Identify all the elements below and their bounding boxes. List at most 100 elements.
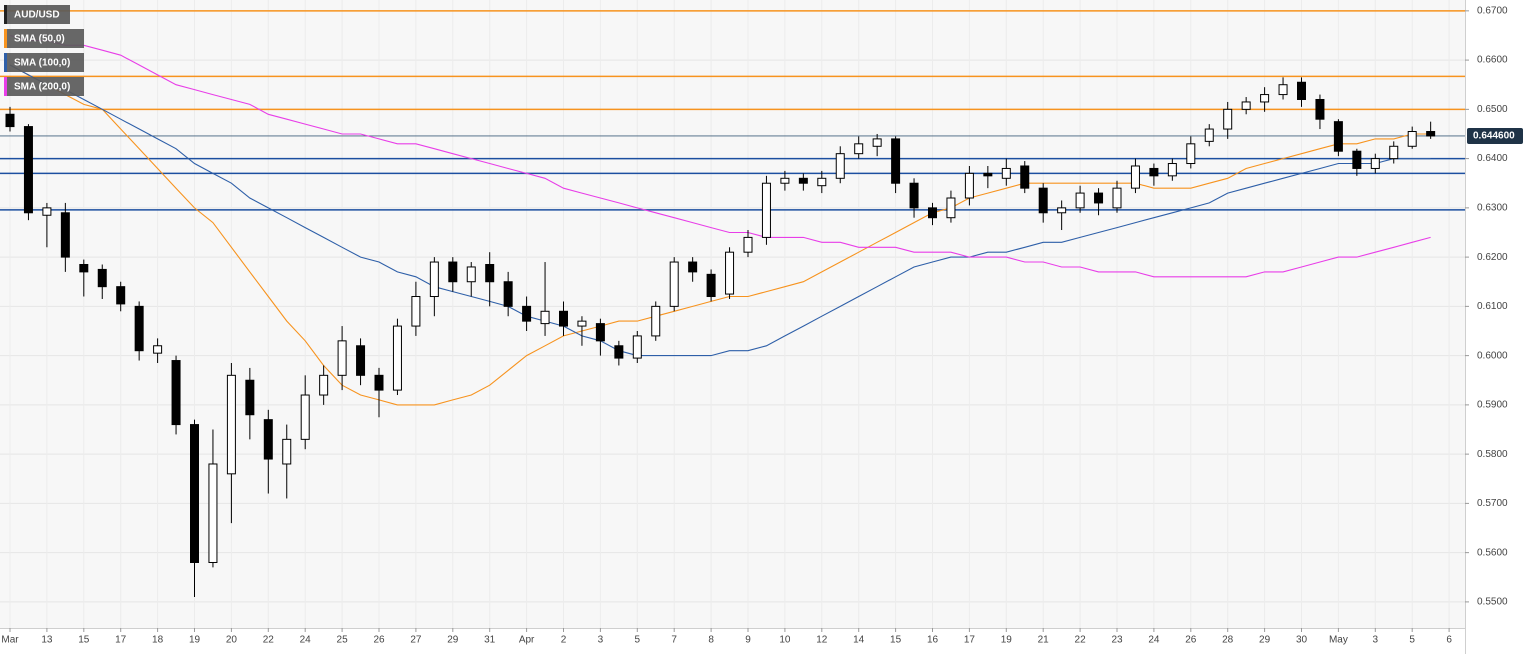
candle-body [1075,192,1085,209]
y-tick-label: 0.5800 [1477,449,1508,460]
y-tick-label: 0.5600 [1477,547,1508,558]
legend-label: SMA (100,0) [14,58,70,69]
candle-body [60,212,70,258]
candle-body [466,266,476,283]
y-tick-label: 0.5700 [1477,498,1508,509]
x-tick-label: 22 [1075,635,1087,646]
sma-line [9,64,1431,406]
y-tick-label: 0.6600 [1477,55,1508,66]
legend-box [4,29,84,48]
legend-box [4,5,70,24]
sma-line [9,34,1431,278]
x-tick-label: 8 [708,635,714,646]
x-tick-label: 20 [226,635,238,646]
candle-body [1241,101,1251,110]
x-tick-label: 22 [263,635,275,646]
candle-body [983,172,993,177]
candle-body [1260,94,1270,103]
candle-body [946,197,956,219]
candle-body [1112,187,1122,209]
candle-body [1333,121,1343,152]
x-tick-label: 9 [745,635,751,646]
candle-body [503,281,513,307]
candle-body [1297,81,1306,100]
candle-body [540,310,550,325]
candle-body [1204,128,1214,142]
x-tick-label: 27 [410,635,422,646]
x-tick-label: 24 [300,635,312,646]
candle-body [743,236,753,253]
x-tick-label: 26 [373,635,385,646]
candle-body [928,207,937,219]
x-tick-label: 16 [927,635,939,646]
x-tick-label: 2 [561,635,567,646]
sma-line [9,64,1431,357]
candle-body [79,263,89,273]
x-tick-label: 10 [779,635,791,646]
candle-body [595,323,605,342]
x-tick-label: 5 [635,635,641,646]
y-tick-label: 0.6400 [1477,153,1508,164]
legend-swatch [4,29,7,48]
levels [0,10,1465,211]
x-tick-label: 15 [890,635,902,646]
candle-body [1057,207,1067,214]
candle-body [5,113,15,128]
legend-swatch [4,77,7,96]
candle-body [577,320,587,327]
x-tick-label: 29 [447,635,459,646]
candle-body [134,305,144,352]
candle-body [245,379,255,416]
plot-background [0,0,1465,628]
legend-label: SMA (200,0) [14,82,70,93]
y-tick-label: 0.5500 [1477,597,1508,608]
candle-body [1389,145,1399,160]
candle-body [411,296,421,327]
candle-body [1223,108,1233,130]
legend-swatch [4,5,7,24]
candle-body [282,438,292,465]
x-tick-label: 3 [598,635,604,646]
candle-body [817,177,827,187]
candle-body [1001,167,1011,179]
candle-body [300,394,310,440]
moving-averages [9,34,1431,406]
x-tick-label: 17 [115,635,127,646]
candle-body [153,345,163,354]
x-tick-label: 19 [1001,635,1013,646]
x-tick-label: 14 [853,635,865,646]
y-tick-label: 0.5900 [1477,400,1508,411]
x-tick-label: May [1329,635,1348,646]
candle-body [116,286,126,305]
candle-body [632,335,642,359]
candle-body [392,325,402,391]
candle-body [1020,165,1030,189]
candle-body [872,138,882,147]
current-price-label: 0.644600 [1473,131,1515,142]
current-price-badge [1467,127,1523,144]
x-tick-label: 17 [964,635,976,646]
x-tick-label: 12 [816,635,828,646]
candle-body [1407,131,1417,147]
candle-body [171,360,181,426]
candle-body [337,340,347,376]
legend-box [4,77,84,96]
y-tick-label: 0.6100 [1477,301,1508,312]
x-tick-label: Apr [519,635,535,646]
y-tick-label: 0.6300 [1477,202,1508,213]
candle-body [1278,84,1288,96]
x-tick-label: 31 [484,635,496,646]
candle-body [798,177,808,184]
candle-body [1038,187,1048,214]
axes: 0.6700 0.6600 0.6500 0.6400 0.6300 0.6200 0.61… [1,5,1523,646]
x-tick-label: 7 [671,635,677,646]
x-tick-label: 18 [152,635,164,646]
candle-body [522,305,532,322]
candles [5,77,1436,597]
candle-body [651,305,661,337]
candle-body [1167,163,1177,177]
candle-body [42,207,52,216]
candle-body [1352,150,1362,169]
